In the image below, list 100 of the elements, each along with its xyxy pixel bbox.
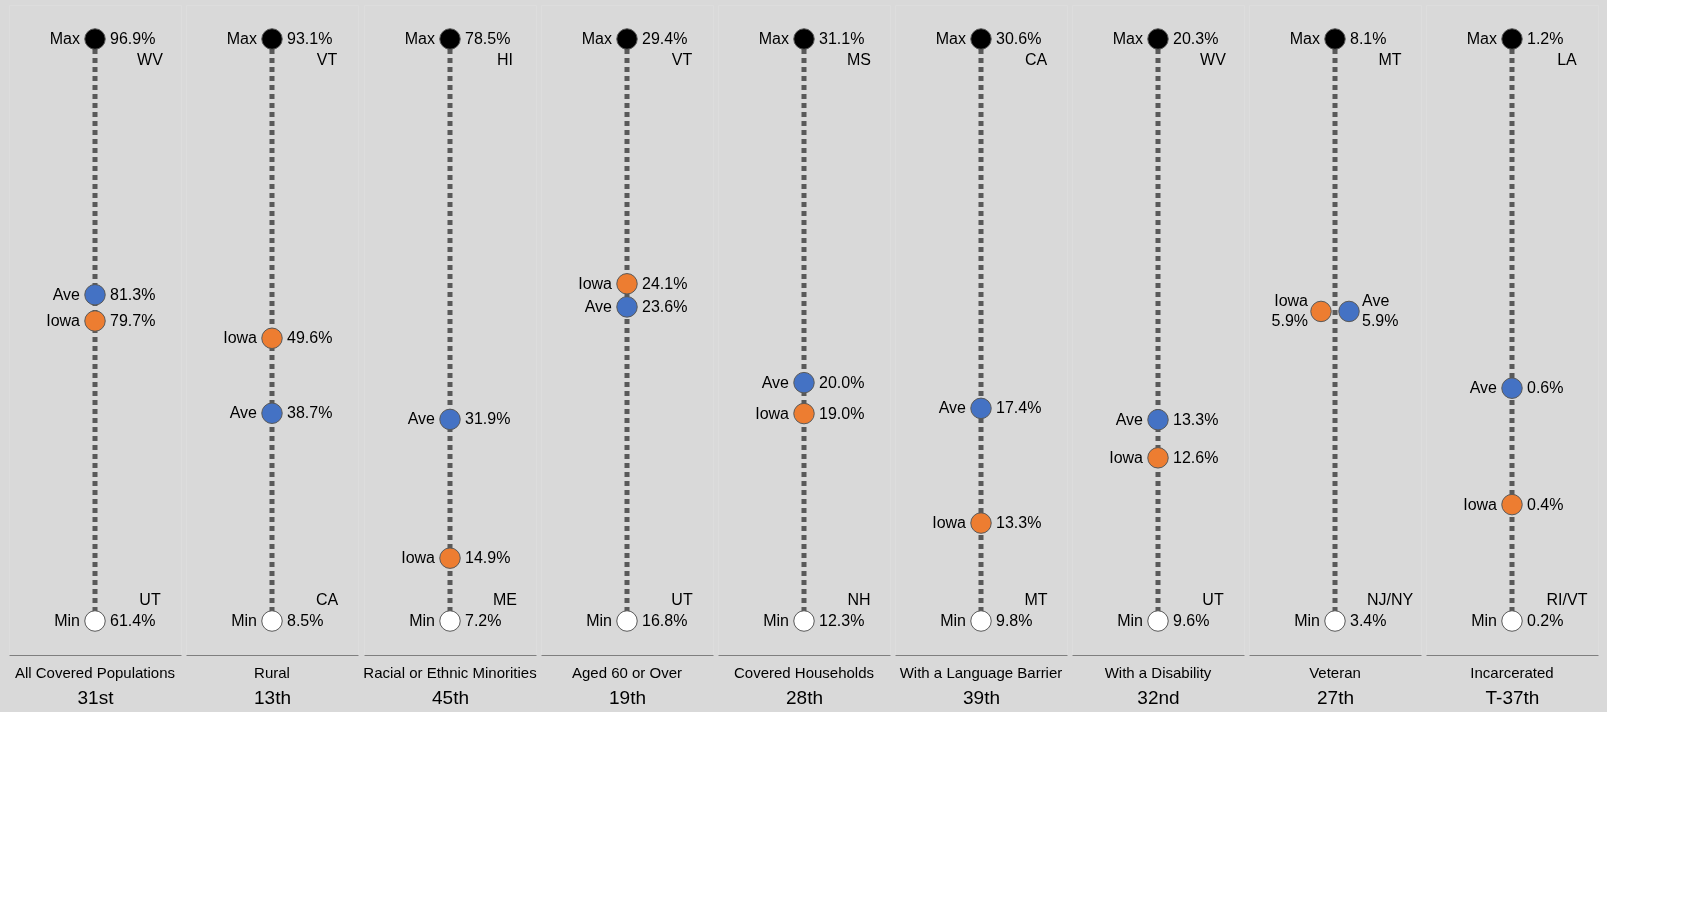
text: Iowa [1463,495,1497,513]
text: HI [497,51,513,68]
data-label: 31.1% [819,30,865,47]
text: Min [231,612,257,629]
legend-label: Max [49,30,80,47]
text: Min [1294,612,1320,629]
text: T-37th [1485,686,1540,708]
category-label: All Covered Populations [14,663,176,681]
text: 19th [609,686,646,708]
text: Ave [407,410,435,428]
text: MT [1378,51,1402,68]
text: Max [1289,30,1320,47]
text: Min [763,612,789,629]
data-label: 23.6% [642,297,688,315]
category-label: Rural [254,663,290,681]
text: LA [1557,51,1577,68]
text: 31st [77,686,114,708]
text: Ave [1115,410,1143,428]
text: ME [493,591,517,608]
text: Min [586,612,612,629]
text: Iowa [223,329,257,347]
data-label: 81.3% [110,285,156,303]
text: Iowa [932,514,966,532]
data-label: 0.4% [1527,495,1564,513]
text: Max [404,30,435,47]
text: VT [671,51,693,68]
text: Ave [761,373,789,391]
text: Iowa [1109,448,1143,466]
data-label: 19.0% [819,404,865,422]
data-label: 0.6% [1527,379,1564,397]
text: 13th [254,686,291,708]
text: Max [581,30,612,47]
text: UT [671,591,693,608]
data-label: 49.6% [287,329,333,347]
text: 27th [1317,686,1354,708]
text: UT [1202,591,1224,608]
data-label: 16.8% [642,612,688,629]
text: Min [940,612,966,629]
text: Ave [584,297,612,315]
text: Ave [1469,379,1497,397]
data-label: 9.6% [1173,612,1210,629]
text: Min [1471,612,1497,629]
data-label: 61.4% [110,612,156,629]
text: WV [1200,51,1226,68]
legend-label: Ave [52,285,81,303]
text: Iowa [1274,292,1308,310]
legend-label: Iowa [46,311,81,329]
data-label: 1.2% [1527,30,1564,47]
data-label: 8.1% [1350,30,1387,47]
text: Min [409,612,435,629]
data-label: 20.3% [1173,30,1219,47]
data-label: 12.3% [819,612,865,629]
data-label: 20.0% [819,373,865,391]
data-label: 17.4% [996,399,1042,417]
data-label: 5.9% [1362,312,1399,330]
category-label: With a Disability [1104,663,1212,681]
text: NJ/NY [1366,591,1414,608]
data-label: 13.3% [1173,410,1219,428]
text: Ave [229,404,257,422]
category-label: With a Language Barrier [899,663,1063,681]
data-label: 93.1% [287,30,333,47]
data-label: 78.5% [465,30,511,47]
text: Max [226,30,257,47]
data-label: 38.7% [287,404,333,422]
text: Iowa [578,274,612,292]
category-label: Incarcerated [1470,663,1554,681]
data-label: 14.9% [465,549,511,567]
text: 32nd [1137,686,1180,708]
text: Ave [1362,292,1390,310]
text: MT [1024,591,1048,608]
text: CA [1024,51,1048,68]
data-label: 5.9% [1271,312,1308,330]
text: Max [758,30,789,47]
text: UT [139,591,161,608]
text: Max [1112,30,1143,47]
data-label: 24.1% [642,274,688,292]
text: CA [315,591,339,608]
text: VT [316,51,338,68]
text: 45th [432,686,469,708]
data-label: 96.9% [110,30,156,47]
data-label: 79.7% [110,311,156,329]
text: Min [1117,612,1143,629]
text: 28th [786,686,823,708]
data-label: 7.2% [465,612,502,629]
category-label: Veteran [1309,663,1361,681]
category-label: Covered Households [733,663,875,681]
category-label: Racial or Ethnic Minorities [363,663,537,681]
text: NH [847,591,871,608]
data-label: 29.4% [642,30,688,47]
text: Max [935,30,966,47]
data-label: 0.2% [1527,612,1564,629]
text: 39th [963,686,1000,708]
data-label: 8.5% [287,612,324,629]
text: MS [847,51,871,68]
data-label: 9.8% [996,612,1033,629]
text: Iowa [401,549,435,567]
text: RI/VT [1546,591,1588,608]
text: Max [1466,30,1497,47]
data-label: 12.6% [1173,448,1219,466]
category-label: Aged 60 or Over [571,663,683,681]
